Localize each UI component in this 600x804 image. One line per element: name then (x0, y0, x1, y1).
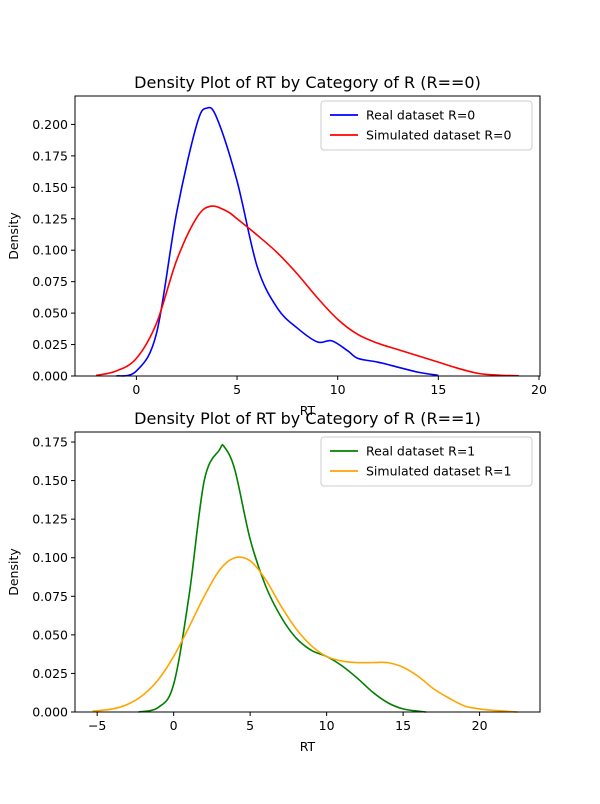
chart-r0-y-tick-label: 0.050 (32, 306, 68, 321)
chart-r0-x-axis-label: RT (300, 403, 316, 418)
chart-r0-y-ticks: 0.000 0.025 0.050 0.075 0.100 0.125 0.150 0.175… (32, 117, 75, 384)
chart-r0: Density Plot of RT by Category of R (R==… (6, 73, 547, 418)
chart-r0-plot (95, 106, 519, 377)
chart-r1-legend: Real dataset R=1 Simulated dataset R=1 (320, 436, 533, 487)
chart-r0-x-tick-label: 5 (233, 382, 241, 397)
chart-r1-title: Density Plot of RT by Category of R (R==… (134, 409, 481, 428)
chart-r1-y-tick-label: 0.025 (32, 666, 68, 681)
chart-r0-y-tick-label: 0.100 (32, 243, 68, 258)
chart-r1-series-1-line (92, 556, 518, 713)
chart-r0-axes-frame (74, 95, 541, 377)
chart-r1-legend-box (320, 436, 533, 487)
chart-r0-y-tick-label: 0.000 (32, 369, 68, 384)
chart-r1-y-tick-label: 0.125 (32, 512, 68, 527)
chart-r0-legend-box (320, 100, 533, 151)
chart-r0-y-axis-label: Density (6, 212, 21, 260)
chart-r1-x-tick-label: 15 (395, 718, 411, 733)
chart-r1-y-ticks: 0.000 0.025 0.050 0.075 0.100 0.125 0.150 0.175 (32, 435, 75, 720)
chart-r1-y-axis-label: Density (6, 548, 21, 596)
chart-r0-y-tick-label: 0.075 (32, 274, 68, 289)
chart-r0-x-tick-label: 20 (531, 382, 547, 397)
chart-r1-axes-frame (74, 431, 541, 713)
chart-r0-x-tick-label: 15 (430, 382, 446, 397)
chart-r0-series-1-line (95, 205, 519, 377)
chart-r1-x-axis-label: RT (300, 739, 316, 754)
chart-r0-y-tick-label: 0.025 (32, 337, 68, 352)
chart-r0-title: Density Plot of RT by Category of R (R==… (134, 73, 481, 92)
chart-r0-y-tick-label: 0.150 (32, 180, 68, 195)
chart-r1-x-tick-label: 5 (246, 718, 254, 733)
chart-r0-series-0-line (116, 106, 439, 377)
chart-r0-legend: Real dataset R=0 Simulated dataset R=0 (320, 100, 533, 151)
chart-r1-legend-label: Real dataset R=1 (366, 444, 475, 459)
chart-r1-x-tick-label: 0 (170, 718, 178, 733)
chart-r1-y-tick-label: 0.175 (32, 435, 68, 450)
chart-r1-y-tick-label: 0.150 (32, 473, 68, 488)
chart-r0-y-tick-label: 0.200 (32, 117, 68, 132)
chart-r0-x-tick-label: 0 (132, 382, 140, 397)
chart-r1-y-tick-label: 0.075 (32, 589, 68, 604)
chart-r1-plot (92, 443, 518, 713)
chart-r1-x-tick-label: 20 (472, 718, 488, 733)
chart-r0-x-ticks: 0 5 10 15 20 (132, 376, 547, 397)
chart-r1-x-ticks: −5 0 5 10 15 20 (88, 712, 488, 733)
chart-r0-legend-label: Simulated dataset R=0 (366, 128, 512, 143)
chart-r0-y-tick-label: 0.175 (32, 148, 68, 163)
chart-r1-y-tick-label: 0.000 (32, 705, 68, 720)
chart-r0-x-tick-label: 10 (330, 382, 346, 397)
chart-r0-y-tick-label: 0.125 (32, 211, 68, 226)
chart-r1-x-tick-label: 10 (319, 718, 335, 733)
chart-r1-series-0-line (138, 443, 427, 713)
chart-r1-y-tick-label: 0.050 (32, 627, 68, 642)
chart-r1-y-tick-label: 0.100 (32, 550, 68, 565)
chart-r0-legend-label: Real dataset R=0 (366, 108, 475, 123)
chart-r1-legend-label: Simulated dataset R=1 (366, 464, 511, 479)
chart-r1-x-tick-label: −5 (88, 718, 106, 733)
chart-r1: Density Plot of RT by Category of R (R==… (6, 409, 541, 754)
